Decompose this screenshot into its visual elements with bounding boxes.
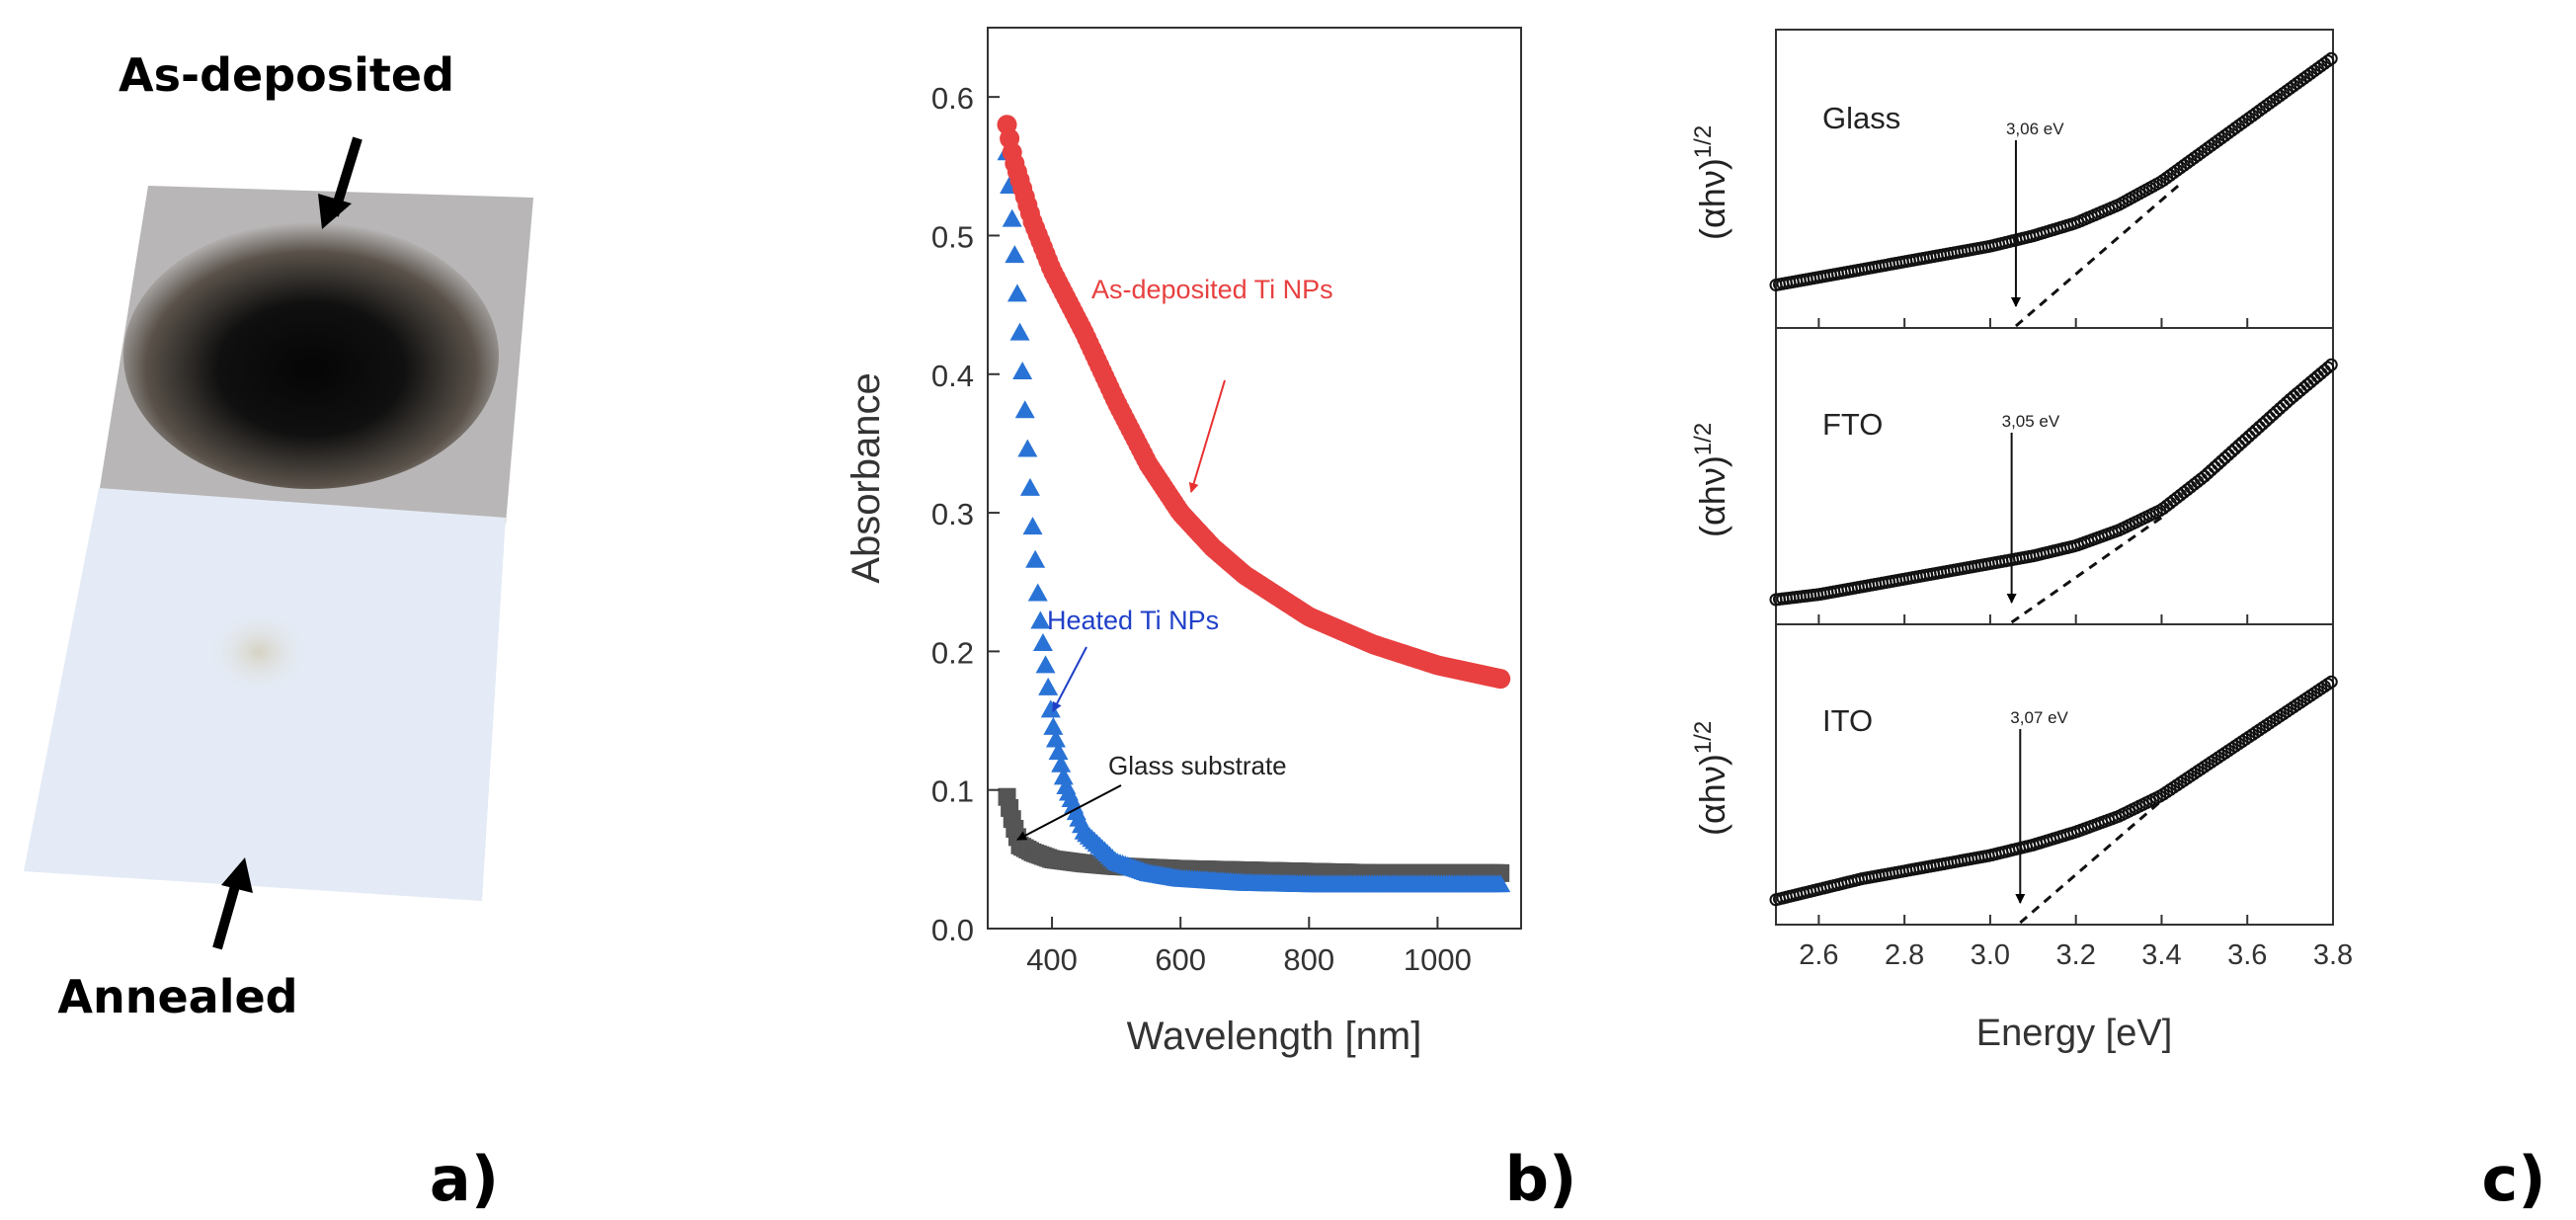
label-as-deposited: As-deposited: [119, 48, 454, 102]
y-tick-label: 0.4: [931, 359, 974, 393]
y-tick-label: 0.6: [931, 81, 974, 116]
data-point: [1490, 669, 1511, 690]
data-point: [1051, 754, 1072, 773]
y-tick-label: 0.0: [931, 913, 974, 947]
subplot-glass: Glass 3,06 eV (αhν)1/2: [1690, 29, 2338, 329]
tangent-line: [2014, 180, 2185, 328]
data-point: [1014, 400, 1035, 419]
faint-annealed-spot: [204, 608, 313, 696]
data-point: [2324, 675, 2338, 689]
annotation-heated: Heated Ti NPs: [1047, 606, 1219, 635]
data-point: [1490, 874, 1511, 893]
subplot-ito: ITO 3,07 eV (αhν)1/2: [1690, 623, 2338, 926]
panel-label-b: b): [1505, 1143, 1577, 1215]
subplot-frame: [1775, 327, 2334, 625]
data-point: [1030, 610, 1051, 629]
label-annealed: Annealed: [57, 970, 297, 1023]
dark-nanoparticle-spot: [123, 222, 499, 489]
panel-label-a: a): [430, 1143, 499, 1215]
y-tick-label: 0.5: [931, 219, 974, 254]
plot-frame: [987, 27, 1522, 930]
data-point: [1045, 729, 1066, 748]
data-point: [1043, 716, 1064, 735]
x-tick-label: 3.6: [2227, 939, 2267, 971]
data-point: [1012, 361, 1033, 379]
annotation-glass: Glass substrate: [1108, 751, 1287, 780]
y-axis-label: (αhν)1/2: [1690, 721, 1732, 836]
x-axis-label: Energy [eV]: [1976, 1013, 2173, 1054]
bandgap-label: 3,05 eV: [2002, 412, 2060, 431]
data-point: [1032, 632, 1053, 651]
data-point: [1025, 549, 1046, 568]
y-axis-label: (αhν)1/2: [1690, 423, 1732, 537]
subplot-frame: [1775, 623, 2334, 926]
panel-b-chart: 0.0 0.1 0.2 0.3 0.4 0.5 0.6 400 600 800 1000 Wavele…: [845, 27, 1577, 1215]
series-heated-ti-nps: [997, 142, 1511, 893]
x-tick-label: 3.8: [2313, 939, 2353, 971]
subplot-frame: [1775, 29, 2334, 329]
data-point: [1035, 655, 1056, 674]
arrowhead-annealed: [221, 857, 253, 893]
y-axis-label: Absorbance: [845, 372, 888, 583]
panel-label-c: c): [2481, 1143, 2545, 1215]
x-tick-label: 3.2: [2056, 939, 2096, 971]
data-point: [1017, 439, 1038, 457]
data-point: [2324, 358, 2338, 371]
x-tick-label: 800: [1283, 942, 1334, 977]
subplot-label: ITO: [1822, 703, 1873, 738]
annotation-as-deposited: As-deposited Ti NPs: [1091, 275, 1333, 304]
subplot-label: Glass: [1822, 101, 1900, 135]
data-point: [1002, 208, 1022, 227]
x-tick-label: 2.6: [1799, 939, 1838, 971]
data-point: [1022, 517, 1043, 535]
arrow-annealed: [212, 877, 242, 950]
annotation-arrow-blue: [1052, 646, 1087, 712]
bandgap-label: 3,06 eV: [2006, 120, 2064, 138]
bandgap-label: 3,07 eV: [2010, 708, 2068, 727]
y-tick-label: 0.1: [931, 774, 974, 809]
panel-a-photo: As-deposited Annealed a): [24, 48, 533, 1215]
data-point: [1038, 677, 1059, 695]
x-axis-label: Wavelength [nm]: [1127, 1015, 1422, 1058]
data-point: [1009, 322, 1030, 341]
data-point: [1048, 742, 1069, 761]
data-point: [1006, 284, 1027, 302]
annotation-arrow-black: [1016, 784, 1122, 841]
y-tick-label: 0.3: [931, 497, 974, 531]
tangent-line: [2019, 799, 2163, 925]
data-point: [1027, 583, 1048, 602]
arrowhead-as-deposited: [318, 194, 352, 229]
absorbance-plot: 0.0 0.1 0.2 0.3 0.4 0.5 0.6 400 600 800 1000 Wavele…: [845, 27, 1522, 1058]
data-point: [1053, 767, 1074, 785]
annotation-arrow-red: [1188, 379, 1226, 493]
data-point: [2324, 51, 2338, 65]
y-tick-label: 0.2: [931, 635, 974, 670]
series-as-deposited-ti-nps: [997, 115, 1511, 690]
x-tick-label: 2.8: [1885, 939, 1924, 971]
subplot-label: FTO: [1822, 407, 1883, 442]
x-tick-label: 1000: [1404, 942, 1472, 977]
x-tick-label: 400: [1026, 942, 1078, 977]
data-point: [1019, 477, 1040, 496]
x-tick-label: 600: [1155, 942, 1206, 977]
data-point: [1040, 699, 1061, 718]
tangent-line: [2010, 516, 2163, 624]
data-point: [1005, 245, 1025, 264]
x-tick-label: 3.4: [2141, 939, 2181, 971]
subplot-fto: FTO 3,05 eV (αhν)1/2: [1690, 327, 2338, 625]
y-axis-label: (αhν)1/2: [1690, 125, 1732, 240]
x-tick-label: 3.0: [1971, 939, 2010, 971]
data-point: [2321, 361, 2335, 374]
